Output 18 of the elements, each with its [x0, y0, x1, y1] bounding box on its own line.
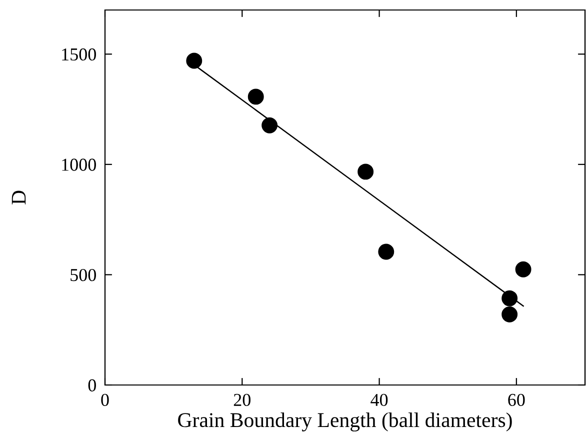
x-tick-label: 40 — [370, 394, 388, 406]
point — [378, 244, 394, 260]
point — [262, 117, 278, 134]
y-tick-label: 0 — [88, 379, 96, 392]
x-tick-label: 0 — [101, 394, 109, 406]
point — [186, 52, 202, 69]
y-tick-label: 1500 — [62, 48, 96, 61]
x-tick-label: 60 — [508, 394, 525, 406]
y-tick-label: 1000 — [62, 158, 96, 171]
point — [502, 306, 518, 322]
point — [515, 261, 532, 278]
y-axis-title: D — [12, 190, 26, 204]
y-tick-label: 500 — [70, 268, 96, 282]
point — [502, 290, 518, 306]
x-axis-title: Grain Boundary Length (ball diameters) — [178, 412, 512, 432]
x-tick-label: 20 — [234, 394, 250, 406]
point — [358, 164, 374, 180]
point — [248, 88, 264, 105]
